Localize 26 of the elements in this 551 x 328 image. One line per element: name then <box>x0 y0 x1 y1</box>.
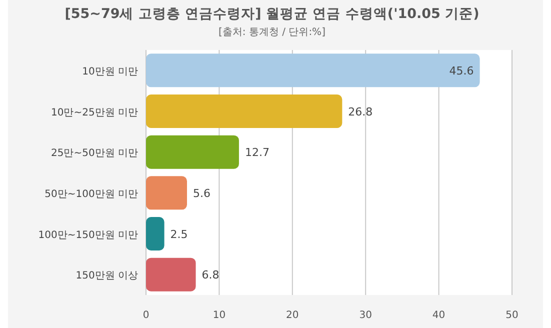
y-tick-label: 25만~50만원 미만 <box>50 148 138 160</box>
bar <box>146 94 342 128</box>
x-tick-label: 0 <box>142 310 150 321</box>
chart-subtitle: [출처: 통계청 / 단위:%] <box>218 27 326 38</box>
data-label: 6.8 <box>202 268 220 282</box>
data-label: 26.8 <box>348 105 373 118</box>
x-tick-label: 20 <box>286 310 299 321</box>
x-tick-label: 10 <box>212 310 226 321</box>
bar <box>146 54 480 88</box>
y-tick-label: 50만~100만원 미만 <box>44 188 138 200</box>
chart-title: [55~79세 고령층 연금수령자] 월평균 연금 수령액('10.05 기준) <box>64 6 480 22</box>
y-tick-label: 100만~150만원 미만 <box>38 230 138 241</box>
bar <box>146 176 187 210</box>
bar <box>146 217 164 250</box>
bar <box>146 258 196 292</box>
y-tick-label: 10만~25만원 미만 <box>50 107 138 118</box>
data-label: 12.7 <box>244 146 270 160</box>
data-label: 2.5 <box>170 228 188 241</box>
x-tick-label: 30 <box>359 310 372 321</box>
data-label: 45.6 <box>449 64 474 78</box>
y-tick-label: 150만원 이상 <box>76 270 138 282</box>
y-tick-label: 10만원 미만 <box>82 66 138 78</box>
data-label: 5.6 <box>192 186 210 200</box>
bar <box>146 135 239 169</box>
x-tick-label: 40 <box>432 310 446 321</box>
x-tick-label: 50 <box>506 310 518 321</box>
